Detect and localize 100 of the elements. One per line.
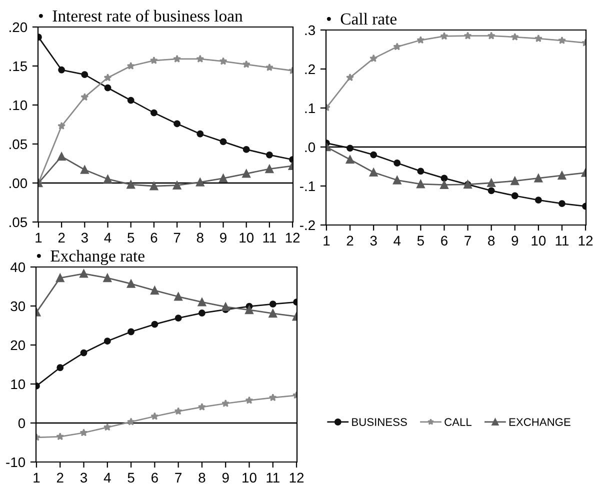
x-tick-label: 8 <box>196 232 204 243</box>
point <box>80 349 88 356</box>
point <box>370 151 378 158</box>
point <box>150 286 159 295</box>
point <box>221 302 230 311</box>
x-tick-label: 9 <box>220 232 226 243</box>
point <box>242 146 250 153</box>
point <box>80 428 88 436</box>
point <box>198 402 206 411</box>
x-tick-label: 5 <box>417 236 424 246</box>
point <box>151 320 158 328</box>
point <box>266 151 273 158</box>
point <box>510 32 519 41</box>
point <box>511 192 518 200</box>
point <box>265 63 274 72</box>
chart-title: • Exchange rate <box>36 250 144 266</box>
point <box>56 432 64 440</box>
point <box>127 418 136 426</box>
y-tick-label: 30 <box>10 301 26 312</box>
x-tick-label: 3 <box>81 232 88 243</box>
x-tick-label: 10 <box>532 236 546 246</box>
point <box>174 292 182 301</box>
point <box>534 196 542 204</box>
point <box>416 180 425 188</box>
point <box>150 412 159 420</box>
legend-label: BUSINESS <box>352 418 407 426</box>
point <box>127 96 134 104</box>
point <box>81 71 88 78</box>
point <box>440 180 448 189</box>
x-tick-label: 4 <box>394 236 401 246</box>
point <box>534 34 542 42</box>
y-tick-label: 10 <box>11 379 26 390</box>
chart-title: • Call rate <box>326 12 397 25</box>
point <box>394 160 401 166</box>
point <box>242 60 250 68</box>
point <box>128 328 135 336</box>
point <box>416 36 425 44</box>
y-tick-label: .2 <box>305 64 315 74</box>
x-tick-label: 4 <box>104 232 112 242</box>
x-tick-label: 1 <box>34 472 40 482</box>
x-tick-label: 6 <box>152 472 158 483</box>
point <box>487 32 496 40</box>
point <box>487 178 496 188</box>
y-tick-label: 0 <box>18 418 26 428</box>
y-tick-label: .05 <box>10 139 28 150</box>
point <box>245 306 254 314</box>
point <box>558 171 566 180</box>
x-tick-label: 9 <box>512 236 518 246</box>
x-tick-label: 2 <box>346 236 354 246</box>
point <box>174 120 181 128</box>
y-tick-label: .10 <box>10 100 28 110</box>
x-tick-label: 5 <box>128 472 134 483</box>
point <box>198 310 206 316</box>
point <box>370 54 378 62</box>
y-tick-label: -10 <box>6 457 26 468</box>
point <box>126 180 136 189</box>
point <box>80 166 89 174</box>
x-tick-label: 4 <box>104 472 111 482</box>
point <box>198 298 206 306</box>
point <box>346 155 354 164</box>
point <box>222 399 230 408</box>
y-tick-label: .05 <box>10 217 28 228</box>
y-tick-label: 20 <box>10 340 26 350</box>
y-tick-label: .20 <box>10 22 28 32</box>
point <box>104 174 112 184</box>
point <box>392 176 402 184</box>
point <box>150 56 158 64</box>
point <box>464 32 472 40</box>
point <box>56 274 64 282</box>
point <box>80 93 89 101</box>
point <box>103 423 112 431</box>
point <box>534 174 543 182</box>
point <box>245 396 254 404</box>
x-tick-label: 3 <box>370 236 377 246</box>
x-tick-label: 7 <box>464 236 471 246</box>
point <box>219 57 228 65</box>
point <box>558 200 566 208</box>
x-tick-label: 6 <box>441 236 448 246</box>
point <box>80 269 88 278</box>
x-tick-label: 1 <box>36 232 42 242</box>
x-tick-label: 11 <box>266 472 280 482</box>
x-tick-label: 12 <box>290 472 304 482</box>
legend-label: EXCHANGE <box>509 418 570 426</box>
x-tick-label: 10 <box>240 232 254 243</box>
point <box>220 138 227 146</box>
point <box>346 73 354 82</box>
point <box>174 407 182 415</box>
point <box>269 300 276 308</box>
point <box>440 174 448 182</box>
x-tick-label: 12 <box>286 232 300 242</box>
y-tick-label: .00 <box>10 178 28 188</box>
point <box>58 66 66 74</box>
point <box>369 168 378 177</box>
x-tick-label: 2 <box>58 232 65 242</box>
point <box>510 176 520 186</box>
y-tick-label: 40 <box>10 262 26 272</box>
point <box>174 314 182 322</box>
y-tick-label: .15 <box>10 61 28 72</box>
point <box>173 54 182 62</box>
point <box>242 169 251 178</box>
